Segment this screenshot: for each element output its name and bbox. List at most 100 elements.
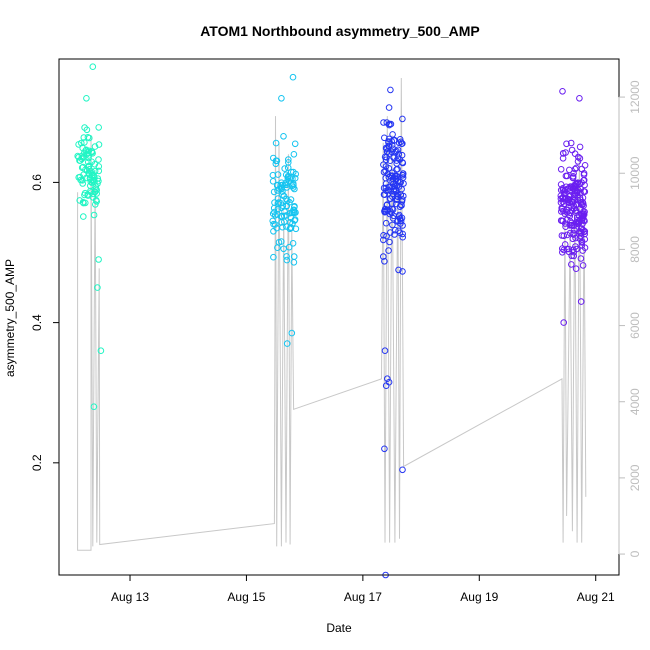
data-point [572, 265, 580, 273]
data-point [277, 200, 285, 207]
data-point [579, 247, 587, 254]
data-point [581, 162, 589, 169]
data-point [397, 220, 404, 227]
data-point [274, 171, 282, 178]
data-point-outlier [559, 88, 566, 95]
data-point-outlier [560, 319, 568, 326]
data-point [395, 227, 402, 235]
data-point [80, 213, 87, 220]
data-point [386, 157, 394, 164]
data-point [93, 186, 100, 194]
y-right-tick-label: 10000 [628, 156, 642, 190]
data-point [558, 232, 566, 239]
data-point [272, 157, 280, 165]
data-point [393, 196, 400, 203]
data-point-outlier [94, 284, 101, 291]
data-point [394, 146, 402, 154]
data-point [283, 253, 290, 260]
data-point [291, 140, 299, 148]
data-point [577, 205, 584, 213]
data-point [580, 188, 588, 195]
data-point [394, 165, 401, 173]
chart-title: ATOM1 Northbound asymmetry_500_AMP [200, 23, 480, 39]
data-point [380, 168, 388, 176]
data-point [269, 178, 277, 185]
data-point [271, 221, 279, 228]
data-point-outlier [381, 445, 388, 453]
data-point [385, 165, 393, 172]
data-point [568, 261, 575, 268]
x-tick-label: Aug 13 [111, 590, 149, 604]
data-point [570, 170, 577, 177]
data-point-outlier [278, 95, 285, 102]
data-point [394, 154, 402, 162]
data-point [382, 208, 389, 215]
x-tick-label: Aug 19 [460, 590, 498, 604]
data-point [578, 179, 585, 186]
data-point [400, 180, 407, 187]
data-point [387, 195, 394, 202]
data-point-outlier [384, 375, 391, 383]
data-point [280, 133, 287, 140]
data-point [290, 206, 298, 214]
data-point [573, 201, 581, 208]
data-point [283, 223, 290, 230]
data-point [557, 166, 565, 173]
data-point [75, 141, 82, 148]
data-point-outlier [577, 298, 585, 305]
data-point [287, 214, 295, 222]
data-point-outlier [89, 63, 97, 70]
data-point [383, 232, 390, 240]
data-point-outlier [385, 378, 393, 386]
x-axis-label: Date [326, 621, 352, 635]
data-point [380, 253, 387, 260]
data-point [569, 174, 577, 181]
data-point [570, 246, 577, 253]
data-point [84, 191, 91, 198]
data-point [571, 150, 579, 157]
y-left-tick-label: 0.6 [30, 174, 44, 191]
data-point [290, 168, 297, 176]
data-point [290, 151, 298, 158]
data-point [576, 194, 584, 201]
data-point [86, 166, 93, 173]
data-point [285, 156, 292, 163]
data-point [91, 188, 99, 196]
x-axis: Aug 13 Aug 15 Aug 17 Aug 19 Aug 21 [111, 574, 615, 604]
data-point-outlier [83, 95, 90, 102]
y-right-tick-label: 2000 [628, 464, 642, 491]
data-point [385, 104, 393, 111]
data-point [563, 140, 570, 148]
count-line [77, 77, 587, 551]
data-point-outlier [97, 347, 105, 355]
data-point [81, 191, 88, 199]
data-point [579, 226, 587, 234]
data-point [82, 166, 89, 174]
data-point [278, 185, 285, 193]
data-point [385, 247, 392, 254]
data-point [95, 156, 102, 163]
data-point [571, 227, 578, 234]
data-point [380, 191, 388, 198]
data-point [270, 188, 278, 196]
data-point [395, 266, 402, 274]
data-point [562, 223, 569, 230]
data-point [389, 183, 396, 191]
data-point [576, 143, 584, 151]
data-point [277, 213, 285, 220]
data-point [578, 239, 586, 246]
data-point [79, 180, 86, 187]
data-point [95, 177, 102, 185]
data-point [568, 146, 576, 154]
data-point [562, 190, 569, 198]
data-point [399, 222, 406, 229]
data-point [386, 238, 393, 246]
data-point [95, 167, 103, 175]
data-point [270, 204, 278, 212]
data-point [571, 181, 578, 189]
data-point [289, 240, 297, 247]
data-point-outlier [289, 73, 297, 81]
data-point [386, 121, 393, 129]
data-point [274, 181, 281, 189]
data-point [568, 207, 576, 214]
